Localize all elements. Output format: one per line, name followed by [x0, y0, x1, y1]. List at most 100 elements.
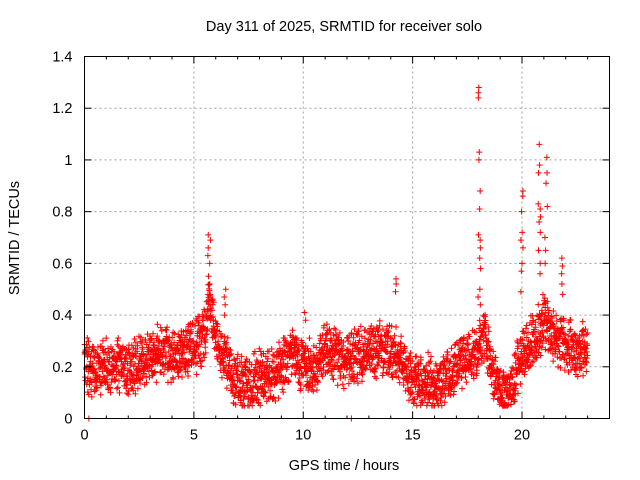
- data-point: [477, 301, 484, 308]
- data-point: [537, 270, 544, 277]
- data-point: [358, 363, 365, 370]
- data-point: [490, 348, 497, 355]
- data-point: [303, 360, 310, 367]
- data-point: [373, 345, 380, 352]
- data-point: [193, 371, 200, 378]
- data-point: [582, 358, 589, 365]
- data-point: [558, 270, 565, 277]
- data-point: [358, 378, 365, 385]
- data-point: [518, 268, 525, 275]
- data-point: [221, 293, 228, 300]
- data-point: [276, 339, 283, 346]
- data-point: [92, 369, 99, 376]
- data-point: [159, 352, 166, 359]
- data-point: [132, 345, 139, 352]
- data-point: [423, 362, 430, 369]
- data-point: [523, 322, 530, 329]
- data-point: [469, 369, 476, 376]
- data-point: [554, 342, 561, 349]
- data-point: [560, 330, 567, 337]
- data-point: [482, 317, 489, 324]
- data-point: [350, 370, 357, 377]
- data-point: [257, 375, 264, 382]
- data-point: [91, 368, 98, 375]
- data-point: [229, 376, 236, 383]
- data-point: [345, 337, 352, 344]
- data-point: [526, 363, 533, 370]
- data-point: [570, 341, 577, 348]
- data-point: [258, 375, 265, 382]
- data-point: [256, 345, 263, 352]
- data-point: [470, 375, 477, 382]
- data-point: [571, 331, 578, 338]
- data-point: [222, 301, 229, 308]
- data-point: [372, 331, 379, 338]
- data-point: [448, 345, 455, 352]
- data-point: [554, 354, 561, 361]
- data-point: [559, 262, 566, 269]
- data-point: [539, 340, 546, 347]
- x-tick-label: 10: [295, 428, 311, 444]
- data-point: [144, 365, 151, 372]
- data-point: [313, 373, 320, 380]
- data-point: [241, 388, 248, 395]
- data-point: [113, 362, 120, 369]
- data-points: [81, 84, 591, 422]
- data-point: [247, 370, 254, 377]
- data-point: [202, 349, 209, 356]
- data-point: [438, 377, 445, 384]
- data-point: [548, 345, 555, 352]
- data-point: [138, 358, 145, 365]
- data-point: [465, 341, 472, 348]
- data-point: [234, 355, 241, 362]
- data-point: [233, 371, 240, 378]
- data-point: [563, 359, 570, 366]
- data-point: [195, 319, 202, 326]
- data-point: [251, 348, 258, 355]
- data-point: [323, 321, 330, 328]
- data-point: [532, 319, 539, 326]
- data-point: [337, 368, 344, 375]
- data-point: [383, 369, 390, 376]
- data-point: [512, 350, 519, 357]
- y-tick-label: 1: [64, 153, 72, 169]
- data-point: [136, 376, 143, 383]
- data-point: [143, 373, 150, 380]
- data-point: [527, 362, 534, 369]
- data-point: [206, 281, 213, 288]
- data-point: [578, 365, 585, 372]
- chart-title: Day 311 of 2025, SRMTID for receiver sol…: [206, 19, 482, 35]
- data-point: [402, 362, 409, 369]
- data-point: [234, 351, 241, 358]
- data-point: [519, 244, 526, 251]
- data-point: [424, 399, 431, 406]
- data-point: [160, 371, 167, 378]
- data-point: [523, 325, 530, 332]
- data-point: [196, 355, 203, 362]
- data-point: [280, 389, 287, 396]
- data-point: [483, 335, 490, 342]
- data-point: [295, 341, 302, 348]
- data-point: [258, 385, 265, 392]
- x-axis-label: GPS time / hours: [289, 458, 399, 474]
- x-tick-label: 15: [405, 428, 421, 444]
- data-point: [476, 149, 483, 156]
- data-point: [357, 347, 364, 354]
- data-point: [560, 317, 567, 324]
- data-point: [115, 368, 122, 375]
- data-point: [477, 244, 484, 251]
- data-point: [349, 348, 356, 355]
- data-point: [448, 385, 455, 392]
- data-point: [471, 345, 478, 352]
- data-point: [330, 376, 337, 383]
- y-tick-label: 0.2: [52, 360, 72, 376]
- data-point: [245, 379, 252, 386]
- data-point: [557, 318, 564, 325]
- data-point: [329, 357, 336, 364]
- data-point: [175, 373, 182, 380]
- data-point: [275, 395, 282, 402]
- data-point: [544, 203, 551, 210]
- data-point: [328, 356, 335, 363]
- data-point: [422, 384, 429, 391]
- data-point: [519, 354, 526, 361]
